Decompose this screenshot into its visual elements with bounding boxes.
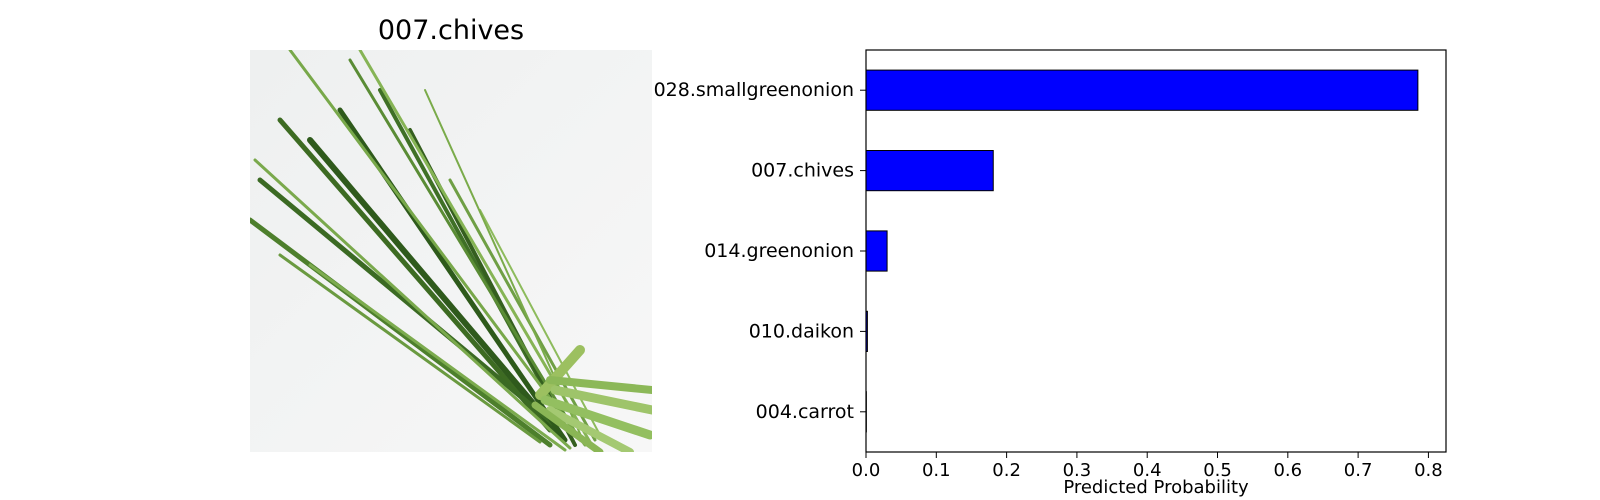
image-title: 007.chives	[377, 15, 525, 46]
y-tick-label: 007.chives	[751, 160, 854, 182]
x-tick-label: 0.3	[1063, 460, 1092, 481]
y-tick-label: 014.greenonion	[704, 240, 854, 262]
bar-007.chives	[865, 150, 994, 192]
bar-014.greenonion	[865, 230, 888, 272]
x-axis-label: Predicted Probability	[1063, 477, 1249, 498]
y-tick-label: 010.daikon	[749, 320, 854, 342]
x-tick-label: 0.0	[852, 460, 881, 481]
x-tick-label: 0.8	[1414, 460, 1443, 481]
x-tick-label: 0.1	[922, 460, 951, 481]
x-tick-label: 0.6	[1273, 460, 1302, 481]
x-tick-label: 0.2	[992, 460, 1021, 481]
chives-photo	[250, 50, 652, 452]
y-tick-label: 028.smallgreenonion	[654, 79, 854, 101]
x-tick-label: 0.7	[1344, 460, 1373, 481]
x-tick-label: 0.4	[1133, 460, 1162, 481]
x-tick-label: 0.5	[1203, 460, 1232, 481]
y-tick-label: 004.carrot	[756, 401, 854, 423]
bar-028.smallgreenonion	[865, 69, 1419, 111]
